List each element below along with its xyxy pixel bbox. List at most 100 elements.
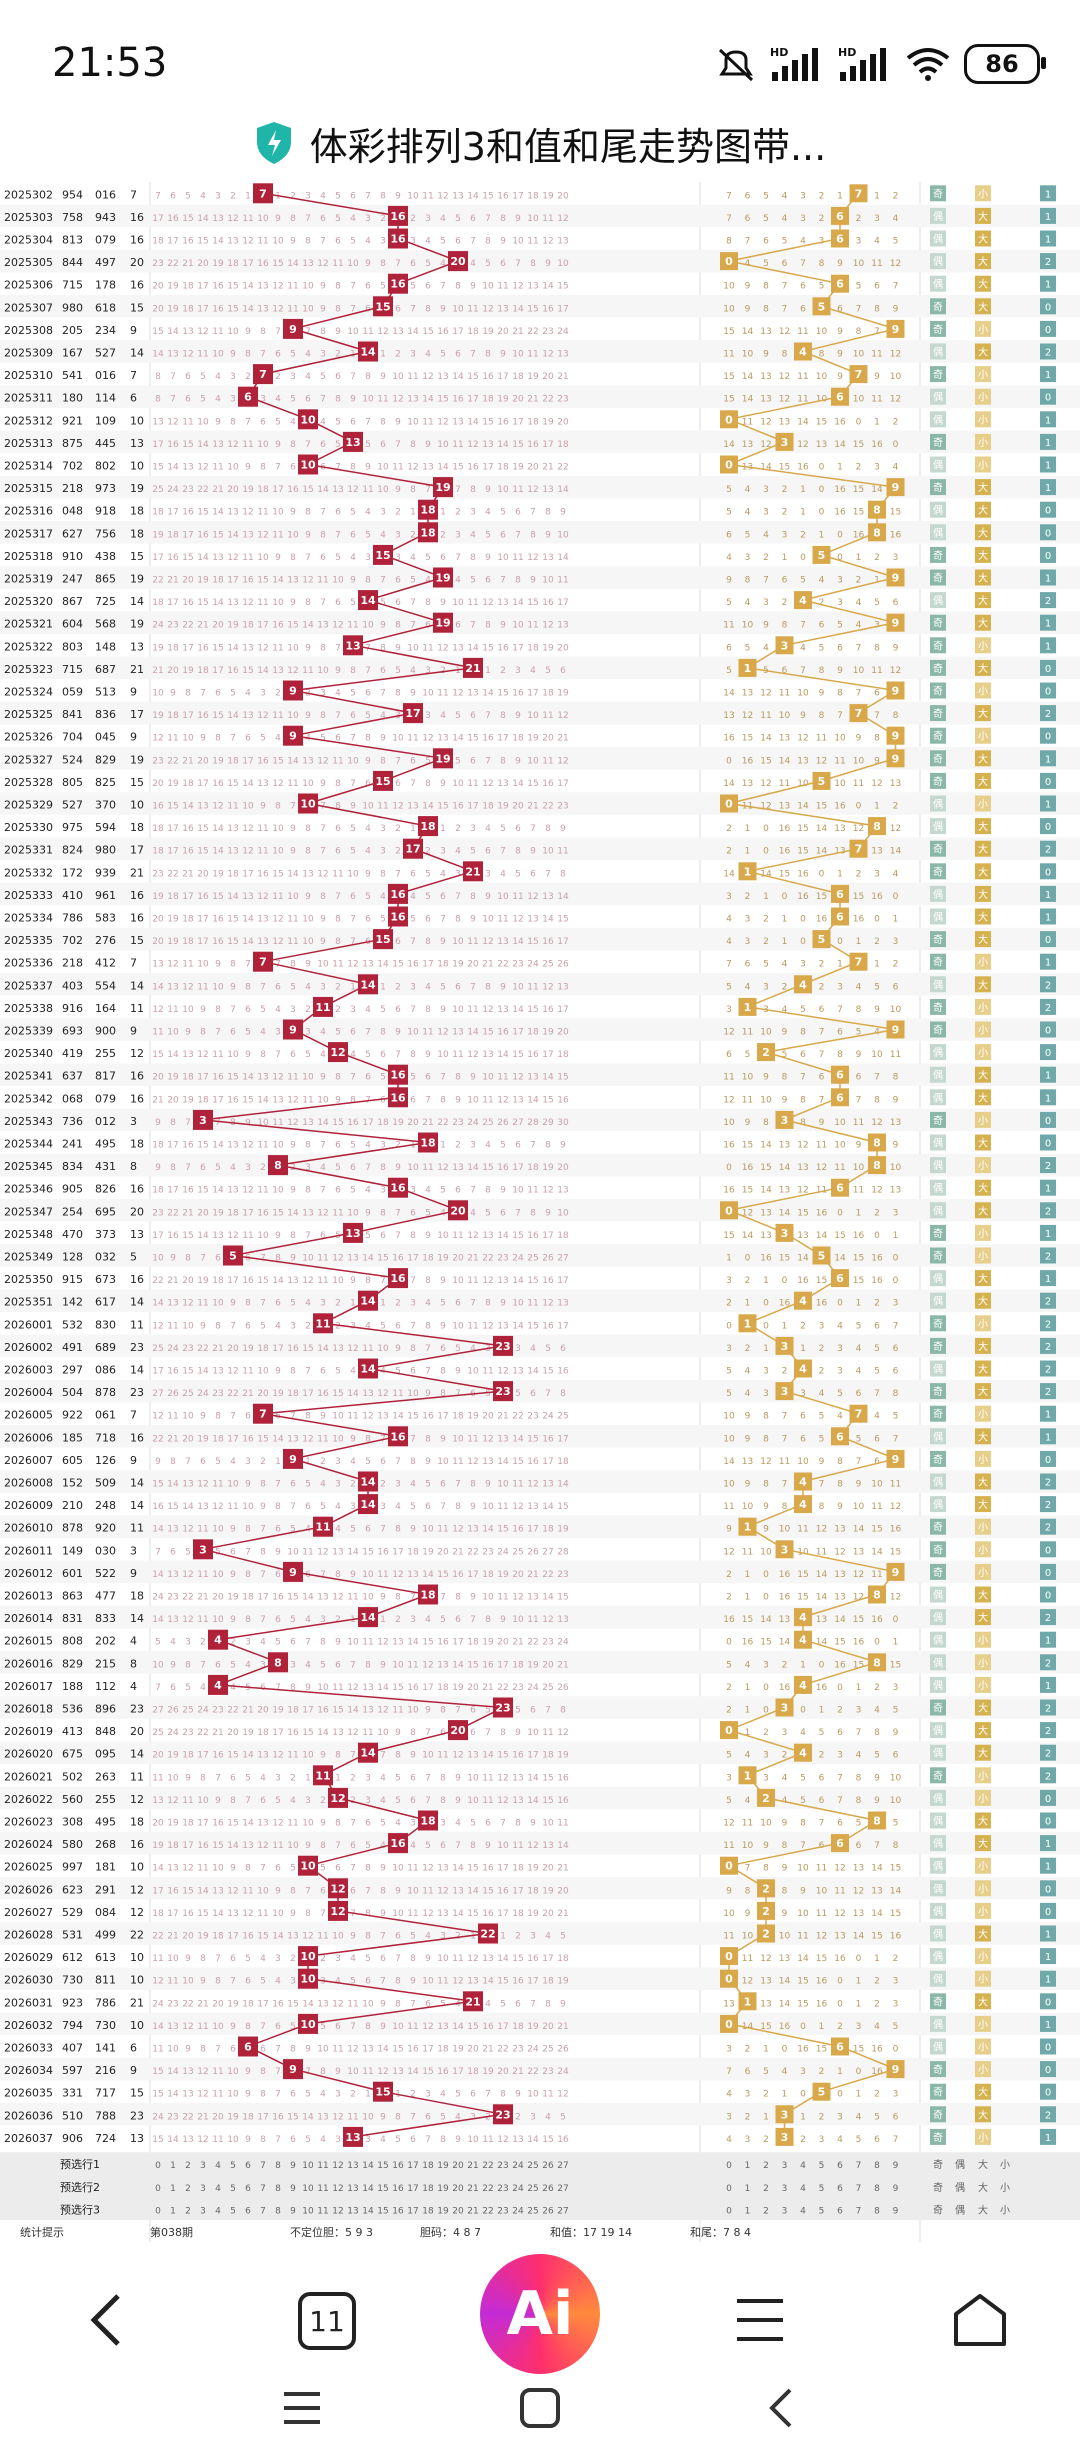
- sum-omission: 1: [440, 508, 446, 518]
- status-bar: 21:53 HD HD 86: [0, 0, 1080, 110]
- tail-omission: 4: [856, 2112, 862, 2122]
- sum-omission: 8: [365, 734, 371, 744]
- tail-omission: 16: [797, 2044, 809, 2054]
- sum-omission: 9: [515, 214, 521, 224]
- sum-omission: 7: [380, 575, 386, 585]
- tail-omission: 6: [782, 575, 788, 585]
- sum-omission: 12: [422, 1864, 433, 1874]
- sum-omission: 12: [272, 779, 283, 789]
- row-stripe: [0, 249, 1080, 273]
- sum-omission: 10: [227, 1050, 239, 1060]
- tail-omission: 2: [893, 191, 899, 201]
- sum-omission: 14: [272, 1931, 284, 1941]
- sum-omission: 15: [227, 914, 238, 924]
- sum-omission: 5: [455, 1344, 461, 1354]
- sum-omission: 8: [245, 1864, 251, 1874]
- home-button[interactable]: [940, 2280, 1020, 2360]
- tail-omission: 12: [723, 1818, 734, 1828]
- ai-assistant-button[interactable]: Ai: [480, 2254, 600, 2374]
- big-small-label: 小: [978, 414, 988, 426]
- tail-omission: 11: [797, 372, 808, 382]
- tail-omission: 13: [816, 440, 827, 450]
- issue-number: 2026009: [4, 1499, 53, 1512]
- sum-omission: 6: [560, 1344, 566, 1354]
- row-stripe: [0, 475, 1080, 499]
- system-home-icon[interactable]: [518, 2386, 562, 2430]
- sum-omission: 12: [257, 643, 268, 653]
- test-number: 167: [62, 346, 83, 359]
- draw-number: 079: [95, 1092, 116, 1105]
- sum-value: 21: [130, 663, 144, 676]
- sum-omission: 11: [167, 1412, 178, 1422]
- tail-omission: 13: [871, 847, 882, 857]
- sum-omission: 19: [242, 1728, 254, 1738]
- sum-omission: 23: [452, 1118, 463, 1128]
- tail-omission: 14: [797, 1954, 809, 1964]
- sum-omission: 11: [557, 1818, 568, 1828]
- test-number: 048: [62, 505, 83, 518]
- sum-omission: 16: [212, 1818, 224, 1828]
- tabs-button[interactable]: 11: [298, 2292, 356, 2350]
- sum-omission: 16: [542, 937, 554, 947]
- recent-apps-icon[interactable]: [280, 2386, 324, 2430]
- sum-omission: 17: [557, 1005, 568, 1015]
- sum-omission: 7: [530, 508, 536, 518]
- sum-omission: 14: [212, 1186, 224, 1196]
- menu-button[interactable]: [720, 2280, 800, 2360]
- predict-sum-option: 8: [275, 2161, 281, 2171]
- tail-omission: 7: [856, 1095, 862, 1105]
- sum-omission: 3: [320, 349, 326, 359]
- system-back-icon[interactable]: [760, 2386, 804, 2430]
- sum-omission: 4: [230, 1163, 236, 1173]
- sum-ball-label: 10: [300, 798, 316, 811]
- predict-sum-option: 12: [332, 2184, 343, 2194]
- tail-omission: 8: [782, 1502, 788, 1512]
- sum-omission: 11: [332, 1683, 343, 1693]
- sum-omission: 8: [320, 327, 326, 337]
- sum-omission: 21: [557, 1864, 568, 1874]
- mod3-cell: [1040, 1134, 1056, 1151]
- tail-omission: 10: [853, 1163, 865, 1173]
- sum-omission: 18: [557, 440, 569, 450]
- tail-omission: 16: [816, 1977, 828, 1987]
- back-button[interactable]: [66, 2280, 146, 2360]
- tail-omission: 5: [893, 1412, 899, 1422]
- sum-omission: 10: [257, 1886, 269, 1896]
- big-small-label: 大: [978, 549, 988, 562]
- sum-omission: 10: [452, 598, 464, 608]
- tail-omission: 13: [797, 756, 808, 766]
- sum-omission: 15: [227, 779, 238, 789]
- sum-omission: 23: [182, 1728, 193, 1738]
- sum-omission: 9: [440, 937, 446, 947]
- sum-omission: 19: [467, 1412, 479, 1422]
- sum-omission: 19: [212, 869, 224, 879]
- sum-omission: 2: [395, 349, 401, 359]
- sum-omission: 5: [425, 553, 431, 563]
- sum-omission: 10: [332, 575, 344, 585]
- sum-omission: 19: [542, 1027, 554, 1037]
- sum-omission: 16: [197, 530, 209, 540]
- mod3-cell: [1040, 976, 1056, 993]
- tail-omission: 8: [874, 304, 880, 314]
- sum-omission: 16: [212, 1751, 224, 1761]
- sum-omission: 14: [452, 2022, 464, 2032]
- tail-ball-label: 6: [836, 911, 844, 924]
- tail-omission: 2: [800, 530, 806, 540]
- tail-omission: 7: [856, 1728, 862, 1738]
- tail-omission: 15: [834, 1638, 845, 1648]
- tail-omission: 10: [853, 349, 865, 359]
- footer-stat: 胆码：4 8 7: [420, 2226, 481, 2239]
- sum-omission: 3: [440, 1818, 446, 1828]
- draw-number: 030: [95, 1544, 116, 1557]
- sum-omission: 14: [287, 259, 299, 269]
- trend-chart[interactable]: 2025302 954 016 7 7 6 5 4 3 2 1 1 2 3 4 5 6 7 8 9 10 11 12 13 14…: [0, 182, 1080, 2242]
- tail-omission: 10: [834, 1140, 846, 1150]
- tail-omission: 2: [726, 1299, 732, 1309]
- sum-omission: 7: [275, 2135, 281, 2145]
- sum-ball-label: 7: [259, 187, 267, 200]
- tail-omission: 8: [800, 1118, 806, 1128]
- sum-omission: 8: [455, 1073, 461, 1083]
- mod3-label: 2: [1045, 1319, 1051, 1330]
- sum-omission: 5: [425, 259, 431, 269]
- sum-omission: 11: [362, 1728, 373, 1738]
